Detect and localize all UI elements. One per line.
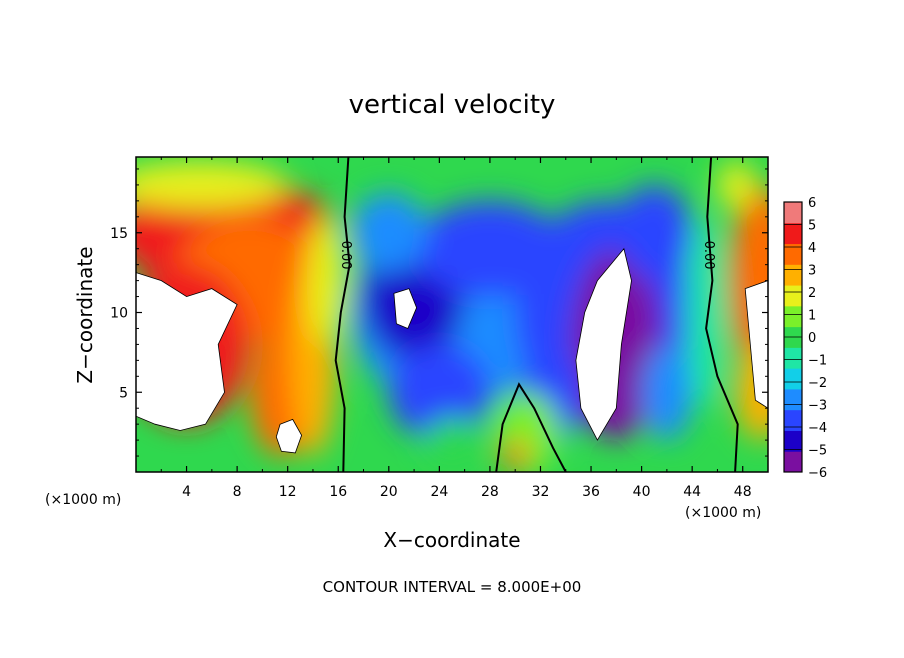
contour-interval-note: CONTOUR INTERVAL = 8.000E+00: [323, 578, 582, 596]
y-unit-label: (×1000 m): [45, 492, 121, 508]
field-blob: [350, 192, 427, 273]
colorbar-swatch: [784, 368, 802, 390]
colorbar-tick-label: 0: [808, 331, 816, 346]
colorbar-tick-label: 3: [808, 264, 816, 279]
colorbar-swatch: [784, 285, 802, 307]
colorbar-tick-label: −1: [808, 354, 827, 369]
x-tick-label: 48: [734, 484, 752, 500]
zero-contour-line: [334, 157, 351, 472]
colorbar-tick-label: 1: [808, 309, 816, 324]
y-axis-ticks: 5 10 15: [110, 168, 768, 457]
core-region: [393, 288, 418, 330]
field-blob: [717, 160, 756, 209]
y-axis-title: Z−coordinate: [73, 246, 97, 383]
extreme-value-cores: [136, 247, 768, 454]
x-tick-label: 8: [233, 484, 242, 500]
field-blob: [306, 216, 345, 345]
zero-contours: [334, 157, 739, 472]
field-blob: [641, 344, 693, 441]
zero-contour-line: [495, 382, 567, 472]
field-blob: [426, 416, 478, 465]
colorbar-tick-label: −4: [808, 421, 827, 436]
colorbar-swatch: [784, 264, 802, 286]
plot-area: [136, 157, 768, 472]
x-tick-label: 44: [683, 484, 701, 500]
x-tick-label: 36: [582, 484, 600, 500]
colorbar-tick-label: −2: [808, 376, 827, 391]
contour-label: 0.00: [338, 241, 353, 270]
x-unit-label: (×1000 m): [685, 505, 761, 521]
colorbar-tick-label: 4: [808, 241, 816, 256]
core-region: [575, 247, 632, 441]
colorbar-swatch: [784, 222, 802, 245]
plot-frame: [135, 156, 769, 473]
y-tick-label: 5: [119, 385, 128, 401]
field-blob: [502, 440, 528, 472]
colorbar-tick-label: −5: [808, 444, 827, 459]
x-tick-label: 4: [182, 484, 191, 500]
colorbar-tick-label: −3: [808, 399, 827, 414]
chart-title: vertical velocity: [349, 90, 556, 120]
y-tick-label: 10: [110, 306, 128, 322]
colorbar-swatch: [784, 202, 802, 224]
zero-contour-line: [705, 157, 739, 472]
x-tick-label: 20: [380, 484, 398, 500]
x-tick-label: 32: [532, 484, 550, 500]
contour-label: 0.00: [701, 241, 716, 270]
core-region: [136, 272, 238, 431]
colorbar-tick-label: −6: [808, 466, 827, 481]
colorbar-swatch: [784, 305, 802, 328]
core-region: [275, 418, 303, 454]
contour-label-group: 0.00 0.00: [338, 241, 716, 270]
x-axis-ticks: 4 8 12 16 20 24 28 32 36 40 44 48: [160, 157, 752, 500]
colorbar-swatch: [784, 430, 802, 452]
colorbar-swatch: [784, 388, 802, 411]
x-tick-label: 12: [279, 484, 297, 500]
colorbar-swatch: [784, 451, 802, 473]
field-blob: [388, 344, 490, 441]
colorbar-tick-label: 6: [808, 196, 816, 211]
field-blob: [616, 184, 693, 281]
field-blob: [136, 160, 288, 209]
colorbar: 6 5 4 3 2 1 0 −1 −2 −3 −4 −5 −6: [783, 196, 827, 481]
colorbar-swatch: [784, 347, 802, 369]
x-tick-label: 28: [481, 484, 499, 500]
colorbar-swatch: [784, 409, 802, 431]
colorbar-swatch: [784, 243, 802, 265]
x-tick-label: 16: [329, 484, 347, 500]
colorbar-tick-label: 2: [808, 286, 816, 301]
x-axis-title: X−coordinate: [383, 528, 520, 552]
x-tick-label: 24: [430, 484, 448, 500]
x-tick-label: 40: [633, 484, 651, 500]
colorbar-tick-label: 5: [808, 219, 816, 234]
y-tick-label: 15: [110, 226, 128, 242]
